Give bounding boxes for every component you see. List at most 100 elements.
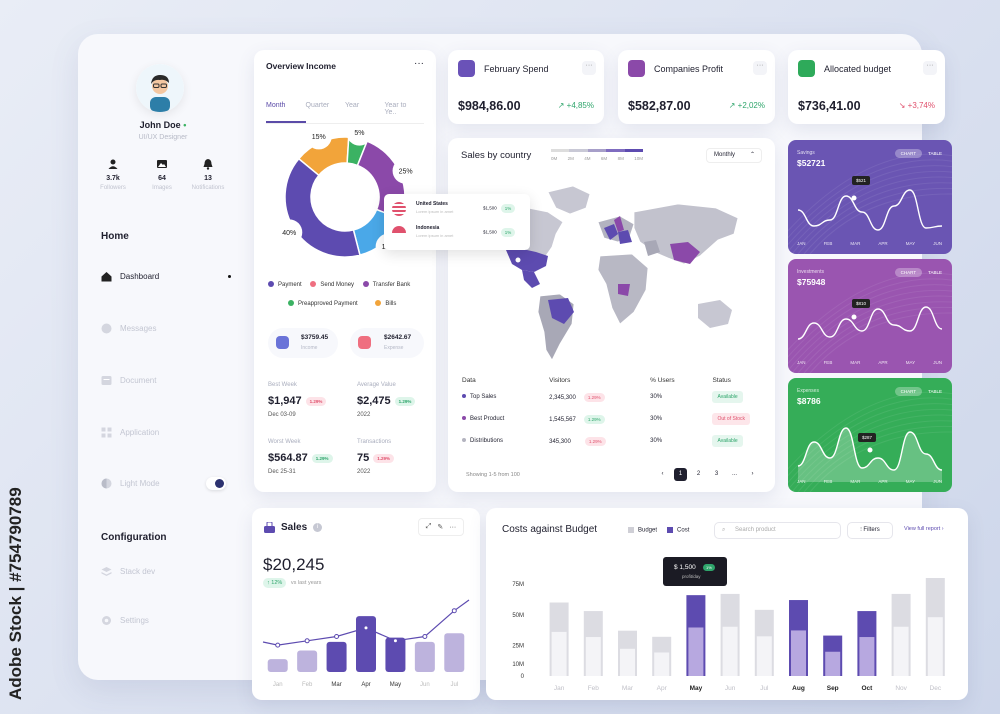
decor-wave	[788, 165, 952, 246]
cost-bar	[825, 651, 841, 676]
x-tick-label: May	[690, 685, 703, 692]
costs-bar-chart: 0 10M 25M 50M 75M Jan Feb Mar Apr May Jun Jul Aug Sep…	[512, 578, 945, 692]
sidebar-item-application[interactable]: Application	[101, 427, 231, 438]
more-icon[interactable]: ···	[449, 523, 457, 531]
series-line	[797, 306, 943, 340]
page-prev[interactable]: ‹	[661, 471, 664, 477]
decor-wave	[788, 284, 952, 365]
donut-legend: Payment Send Money Transfer Bank Preappr…	[268, 276, 428, 314]
avatar[interactable]	[136, 64, 184, 112]
trend-point	[422, 634, 428, 639]
light-mode-toggle[interactable]	[206, 477, 226, 490]
x-tick-label: Jul	[760, 685, 769, 692]
search-input[interactable]: ⌕ Search product	[714, 522, 841, 539]
x-tick-label: May	[390, 682, 401, 688]
y-tick-label: 10M	[512, 662, 524, 668]
series-line	[797, 427, 943, 471]
decor-wave	[797, 182, 952, 254]
decor-wave	[788, 408, 952, 491]
sales-bar	[414, 641, 435, 672]
sales-card: Sales i ⤢ ✎ ··· $20,245 ↑ 12% vs last year…	[252, 508, 480, 700]
home-icon	[101, 272, 112, 282]
sidebar-item-dashboard[interactable]: Dashboard	[101, 271, 231, 282]
cost-bar	[859, 637, 875, 676]
x-tick-label: Jan	[554, 685, 565, 692]
info-icon[interactable]: i	[313, 523, 322, 532]
sidebar-item-settings[interactable]: Settings	[101, 615, 231, 626]
gear-icon	[102, 616, 111, 625]
sidebar-item-document[interactable]: Document	[101, 375, 231, 386]
cost-bar	[927, 617, 943, 676]
sales-bar	[326, 641, 347, 672]
decor-wave	[788, 391, 952, 470]
chart-tooltip: $810	[852, 299, 871, 308]
edit-icon[interactable]: ✎	[437, 524, 444, 531]
cost-bar	[791, 630, 806, 676]
x-tick-label: Apr	[657, 685, 668, 692]
page-3[interactable]: 3	[714, 471, 719, 477]
y-tick-label: 50M	[512, 613, 524, 619]
trend-point	[275, 642, 281, 648]
table-toggle[interactable]: TABLE	[928, 151, 942, 156]
savings-chart-card: Savings $52721 CHART TABLE $521 JAN FEB MAR A…	[788, 140, 952, 254]
slice-label-bubble	[276, 219, 303, 246]
highlight-point	[851, 195, 857, 201]
tab-year-to-year[interactable]: Year to Ye..	[384, 102, 407, 116]
chart-toggle[interactable]: CHART	[894, 387, 923, 396]
more-icon[interactable]: ···	[414, 58, 424, 69]
table-header: Data Visitors % Users Status	[462, 376, 731, 384]
x-tick-label: Feb	[588, 685, 600, 692]
slice-label: 25%	[399, 168, 413, 175]
decor-wave	[809, 312, 952, 373]
costs-legend: Budget Cost	[628, 527, 689, 534]
filters-button[interactable]: ⫶ Filters	[847, 522, 893, 539]
slice-label-bubble	[346, 125, 373, 146]
decor-wave	[788, 403, 952, 484]
decor-wave	[788, 397, 952, 477]
table-row[interactable]: Distributions 345,300 1.29% 30% Available	[462, 430, 762, 452]
page-next[interactable]: ›	[751, 471, 754, 477]
table-toggle[interactable]: TABLE	[928, 270, 942, 275]
x-tick-label: Jun	[725, 685, 736, 692]
chart-tooltip: $521	[852, 176, 871, 185]
page-2[interactable]: 2	[696, 471, 701, 477]
page-1[interactable]: 1	[674, 468, 687, 481]
decor-wave	[791, 414, 952, 492]
overview-income-card: Overview Income ··· Month Quarter Year Y…	[254, 50, 436, 492]
money-icon	[798, 60, 815, 77]
table-row[interactable]: Top Sales 2,345,300 1.29% 30% Available	[462, 386, 762, 408]
sidebar: John Doe • UI/UX Designer 3.7k Followers …	[78, 34, 248, 680]
table-row[interactable]: Best Product 1,545,567 1.29% 30% Out of S…	[462, 408, 762, 430]
stat-worst-week: Worst Week $564.87 1.29% Dec 25-31	[268, 439, 333, 475]
decor-wave	[797, 420, 952, 492]
view-full-report-link[interactable]: View full report ›	[904, 526, 944, 532]
tab-year[interactable]: Year	[345, 102, 360, 109]
search-icon: ⌕	[722, 527, 726, 533]
cost-bar	[722, 626, 738, 676]
tab-month[interactable]: Month	[266, 102, 306, 123]
more-icon[interactable]: ···	[753, 61, 767, 75]
table-toggle[interactable]: TABLE	[928, 389, 942, 394]
chart-toggle[interactable]: CHART	[894, 149, 923, 158]
active-indicator	[228, 275, 231, 278]
area-fill	[798, 428, 942, 482]
sidebar-item-light-mode[interactable]: Light Mode	[101, 477, 226, 490]
country-popup: United States Lorem ipsum in amet $1,500…	[384, 194, 530, 250]
y-tick-label: 75M	[512, 582, 524, 588]
sidebar-item-messages[interactable]: Messages	[101, 323, 231, 334]
more-icon[interactable]: ···	[923, 61, 937, 75]
more-icon[interactable]: ···	[582, 61, 596, 75]
sidebar-item-stack-dev[interactable]: Stack dev	[101, 566, 231, 577]
decor-wave	[788, 278, 952, 358]
expand-icon[interactable]: ⤢	[425, 523, 432, 530]
sales-by-country-card: Sales by country 0M 2M 4M 6M 8M 10M Monthly ⌃	[384, 138, 775, 492]
x-tick-label: Nov	[895, 685, 907, 692]
card-title: Sales by country	[461, 150, 532, 161]
slice-label-bubble	[392, 157, 419, 184]
chart-toggle[interactable]: CHART	[894, 268, 923, 277]
kpi-february-spend: February Spend ··· $984,86.00 ↗ +4,85%	[448, 50, 604, 124]
stat-average-value: Average Value $2,475 1.29% 2022	[357, 382, 416, 418]
period-select[interactable]: Monthly ⌃	[706, 148, 762, 163]
decor-wave	[803, 187, 952, 254]
tab-quarter[interactable]: Quarter	[305, 102, 330, 109]
